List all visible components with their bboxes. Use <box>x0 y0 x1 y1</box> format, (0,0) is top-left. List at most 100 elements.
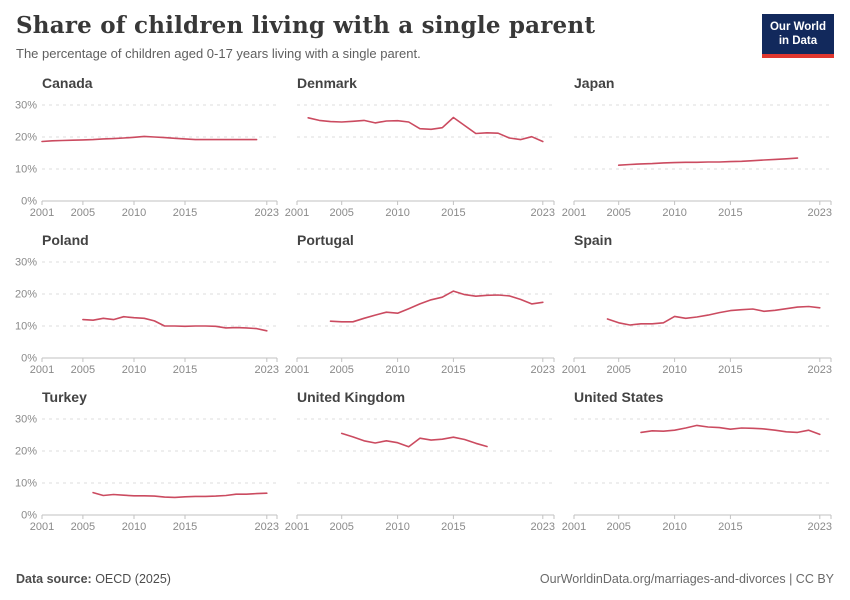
svg-text:2015: 2015 <box>173 364 197 376</box>
svg-text:30%: 30% <box>15 257 37 269</box>
svg-text:2005: 2005 <box>329 207 353 219</box>
svg-text:2023: 2023 <box>531 207 555 219</box>
facet-united-states: United States 2001 2005 2010 2015 2023 <box>562 389 833 533</box>
svg-text:2023: 2023 <box>255 364 279 376</box>
facet-title-denmark: Denmark <box>297 75 357 91</box>
data-source-value: OECD (2025) <box>91 572 171 586</box>
footer-right: OurWorldinData.org/marriages-and-divorce… <box>540 572 834 586</box>
line-chart-japan[interactable]: 2001 2005 2010 2015 2023 <box>562 95 833 219</box>
svg-text:2005: 2005 <box>606 521 630 533</box>
svg-text:2005: 2005 <box>71 207 95 219</box>
svg-text:2001: 2001 <box>285 521 309 533</box>
facet-title-canada: Canada <box>42 75 93 91</box>
svg-text:20%: 20% <box>15 446 37 458</box>
svg-text:2010: 2010 <box>385 207 409 219</box>
facet-title-japan: Japan <box>574 75 615 91</box>
line-chart-united-kingdom[interactable]: 2001 2005 2010 2015 2023 <box>285 409 556 533</box>
series-line-denmark[interactable] <box>307 116 544 143</box>
facet-title-turkey: Turkey <box>42 389 87 405</box>
svg-text:20%: 20% <box>15 289 37 301</box>
svg-text:2010: 2010 <box>122 364 146 376</box>
facet-grid: Canada 0% 10% 20% 30% 2001 2005 2010 2015 2023 Den… <box>15 75 834 534</box>
svg-text:2010: 2010 <box>662 521 686 533</box>
svg-text:2023: 2023 <box>808 521 832 533</box>
svg-text:2005: 2005 <box>71 521 95 533</box>
svg-text:2023: 2023 <box>255 521 279 533</box>
footer: Data source: OECD (2025) OurWorldinData.… <box>16 572 834 586</box>
series-line-poland[interactable] <box>82 315 268 332</box>
svg-text:2015: 2015 <box>173 521 197 533</box>
series-line-spain[interactable] <box>606 305 821 326</box>
facet-portugal: Portugal 2001 2005 2010 2015 2023 <box>285 232 556 376</box>
header-titles: Share of children living with a single p… <box>16 12 595 61</box>
line-chart-united-states[interactable]: 2001 2005 2010 2015 2023 <box>562 409 833 533</box>
svg-text:2005: 2005 <box>71 364 95 376</box>
page-subtitle: The percentage of children aged 0-17 yea… <box>16 46 421 61</box>
facet-japan: Japan 2001 2005 2010 2015 2023 <box>562 75 833 219</box>
svg-text:2010: 2010 <box>662 207 686 219</box>
svg-text:2015: 2015 <box>718 521 742 533</box>
svg-text:2005: 2005 <box>329 521 353 533</box>
svg-text:0%: 0% <box>21 196 37 208</box>
svg-text:2023: 2023 <box>808 364 832 376</box>
facet-title-portugal: Portugal <box>297 232 354 248</box>
svg-text:2023: 2023 <box>255 207 279 219</box>
owid-logo: Our World in Data <box>761 14 834 58</box>
line-chart-turkey[interactable]: 0% 10% 20% 30% 2001 2005 2010 2015 2023 <box>15 409 279 534</box>
svg-text:2005: 2005 <box>329 364 353 376</box>
svg-text:2010: 2010 <box>385 521 409 533</box>
series-line-united-kingdom[interactable] <box>340 432 488 448</box>
svg-text:2001: 2001 <box>562 521 586 533</box>
line-chart-spain[interactable]: 2001 2005 2010 2015 2023 <box>562 252 833 376</box>
svg-text:2023: 2023 <box>808 207 832 219</box>
svg-text:2015: 2015 <box>441 207 465 219</box>
svg-text:2015: 2015 <box>718 364 742 376</box>
svg-text:2005: 2005 <box>606 207 630 219</box>
owid-logo-line2: in Data <box>778 35 818 48</box>
svg-text:0%: 0% <box>21 353 37 365</box>
svg-text:10%: 10% <box>15 164 37 176</box>
svg-text:20%: 20% <box>15 132 37 144</box>
svg-text:2010: 2010 <box>385 364 409 376</box>
license-badge: CC BY <box>795 572 834 586</box>
facet-canada: Canada 0% 10% 20% 30% 2001 2005 2010 2015 2023 <box>15 75 279 220</box>
facet-denmark: Denmark 2001 2005 2010 2015 2023 <box>285 75 556 219</box>
data-source-label: Data source: <box>16 572 92 586</box>
series-line-canada[interactable] <box>41 135 258 143</box>
svg-text:2001: 2001 <box>285 364 309 376</box>
svg-text:30%: 30% <box>15 100 37 112</box>
line-chart-poland[interactable]: 0% 10% 20% 30% 2001 2005 2010 2015 2023 <box>15 252 279 377</box>
svg-text:2015: 2015 <box>173 207 197 219</box>
owid-logo-line1: Our World <box>769 21 826 33</box>
svg-text:2010: 2010 <box>122 207 146 219</box>
facet-title-united-kingdom: United Kingdom <box>297 389 406 405</box>
svg-text:2005: 2005 <box>606 364 630 376</box>
page-title: Share of children living with a single p… <box>16 12 596 39</box>
data-source: Data source: OECD (2025) <box>16 572 171 586</box>
facet-united-kingdom: United Kingdom 2001 2005 2010 2015 2023 <box>285 389 556 533</box>
svg-text:2001: 2001 <box>285 207 309 219</box>
svg-text:2001: 2001 <box>562 207 586 219</box>
facet-title-poland: Poland <box>42 232 89 248</box>
facet-poland: Poland 0% 10% 20% 30% 2001 2005 2010 2015 2023 <box>15 232 279 377</box>
series-line-united-states[interactable] <box>640 424 821 436</box>
svg-text:30%: 30% <box>15 414 37 426</box>
svg-text:10%: 10% <box>15 321 37 333</box>
svg-text:2023: 2023 <box>531 364 555 376</box>
facet-title-spain: Spain <box>574 232 613 248</box>
series-line-turkey[interactable] <box>92 491 268 499</box>
header: Share of children living with a single p… <box>16 12 834 61</box>
series-line-japan[interactable] <box>617 157 799 166</box>
facet-turkey: Turkey 0% 10% 20% 30% 2001 2005 2010 2015 2023 <box>15 389 279 534</box>
line-chart-portugal[interactable]: 2001 2005 2010 2015 2023 <box>285 252 556 376</box>
series-line-portugal[interactable] <box>329 290 544 323</box>
facet-title-united-states: United States <box>574 389 664 405</box>
line-chart-denmark[interactable]: 2001 2005 2010 2015 2023 <box>285 95 556 219</box>
svg-text:2010: 2010 <box>662 364 686 376</box>
facet-spain: Spain 2001 2005 2010 2015 2023 <box>562 232 833 376</box>
svg-text:2015: 2015 <box>718 207 742 219</box>
svg-text:2001: 2001 <box>30 364 54 376</box>
owid-link[interactable]: OurWorldinData.org/marriages-and-divorce… <box>539 572 786 586</box>
line-chart-canada[interactable]: 0% 10% 20% 30% 2001 2005 2010 2015 2023 <box>15 95 279 220</box>
